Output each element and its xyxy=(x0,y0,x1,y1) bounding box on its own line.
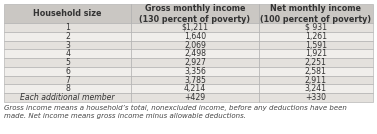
Bar xyxy=(4,67,131,76)
Bar xyxy=(259,58,373,67)
Text: +330: +330 xyxy=(305,93,326,102)
Bar xyxy=(131,23,259,32)
Bar xyxy=(131,32,259,41)
Bar xyxy=(131,93,259,102)
Text: 5: 5 xyxy=(65,58,70,67)
Bar xyxy=(4,49,131,58)
Text: 2,927: 2,927 xyxy=(184,58,206,67)
Bar xyxy=(4,76,131,84)
Bar xyxy=(259,67,373,76)
Text: 2,911: 2,911 xyxy=(305,76,327,85)
Text: 1,591: 1,591 xyxy=(305,40,327,50)
Bar xyxy=(131,76,259,84)
Text: 1,921: 1,921 xyxy=(305,49,327,58)
Bar xyxy=(131,58,259,67)
Text: 4,214: 4,214 xyxy=(184,84,206,93)
Bar xyxy=(259,76,373,84)
Bar xyxy=(259,93,373,102)
Text: 4: 4 xyxy=(65,49,70,58)
Bar xyxy=(259,49,373,58)
Bar xyxy=(4,84,131,93)
Bar xyxy=(131,84,259,93)
Bar xyxy=(4,4,131,23)
Text: 2,581: 2,581 xyxy=(305,67,327,76)
Bar xyxy=(131,49,259,58)
Bar xyxy=(4,93,131,102)
Text: 7: 7 xyxy=(65,76,70,85)
Text: Gross monthly income
(130 percent of poverty): Gross monthly income (130 percent of pov… xyxy=(139,3,251,24)
Bar xyxy=(259,23,373,32)
Bar xyxy=(259,84,373,93)
Bar xyxy=(131,4,259,23)
Bar xyxy=(4,58,131,67)
Bar xyxy=(131,41,259,49)
Bar xyxy=(259,41,373,49)
Text: 3: 3 xyxy=(65,40,70,50)
Text: 2,251: 2,251 xyxy=(305,58,327,67)
Bar xyxy=(259,32,373,41)
Bar xyxy=(4,23,131,32)
Text: $ 931: $ 931 xyxy=(305,23,327,32)
Text: $1,211: $1,211 xyxy=(181,23,208,32)
Text: +429: +429 xyxy=(184,93,205,102)
Bar xyxy=(131,67,259,76)
Text: 1,261: 1,261 xyxy=(305,32,327,41)
Text: Each additional member: Each additional member xyxy=(20,93,115,102)
Text: 3,356: 3,356 xyxy=(184,67,206,76)
Text: Net monthly income
(100 percent of poverty): Net monthly income (100 percent of pover… xyxy=(260,3,371,24)
Text: 1: 1 xyxy=(65,23,70,32)
Text: 1,640: 1,640 xyxy=(184,32,206,41)
Text: 2,069: 2,069 xyxy=(184,40,206,50)
Text: Household size: Household size xyxy=(34,9,102,18)
Text: 3,785: 3,785 xyxy=(184,76,206,85)
Text: 3,241: 3,241 xyxy=(305,84,327,93)
Bar xyxy=(259,4,373,23)
Text: 2,498: 2,498 xyxy=(184,49,206,58)
Text: 2: 2 xyxy=(65,32,70,41)
Bar xyxy=(4,32,131,41)
Bar xyxy=(4,41,131,49)
Text: 8: 8 xyxy=(65,84,70,93)
Text: 6: 6 xyxy=(65,67,70,76)
Text: Gross income means a household’s total, nonexcluded income, before any deduction: Gross income means a household’s total, … xyxy=(4,105,347,119)
